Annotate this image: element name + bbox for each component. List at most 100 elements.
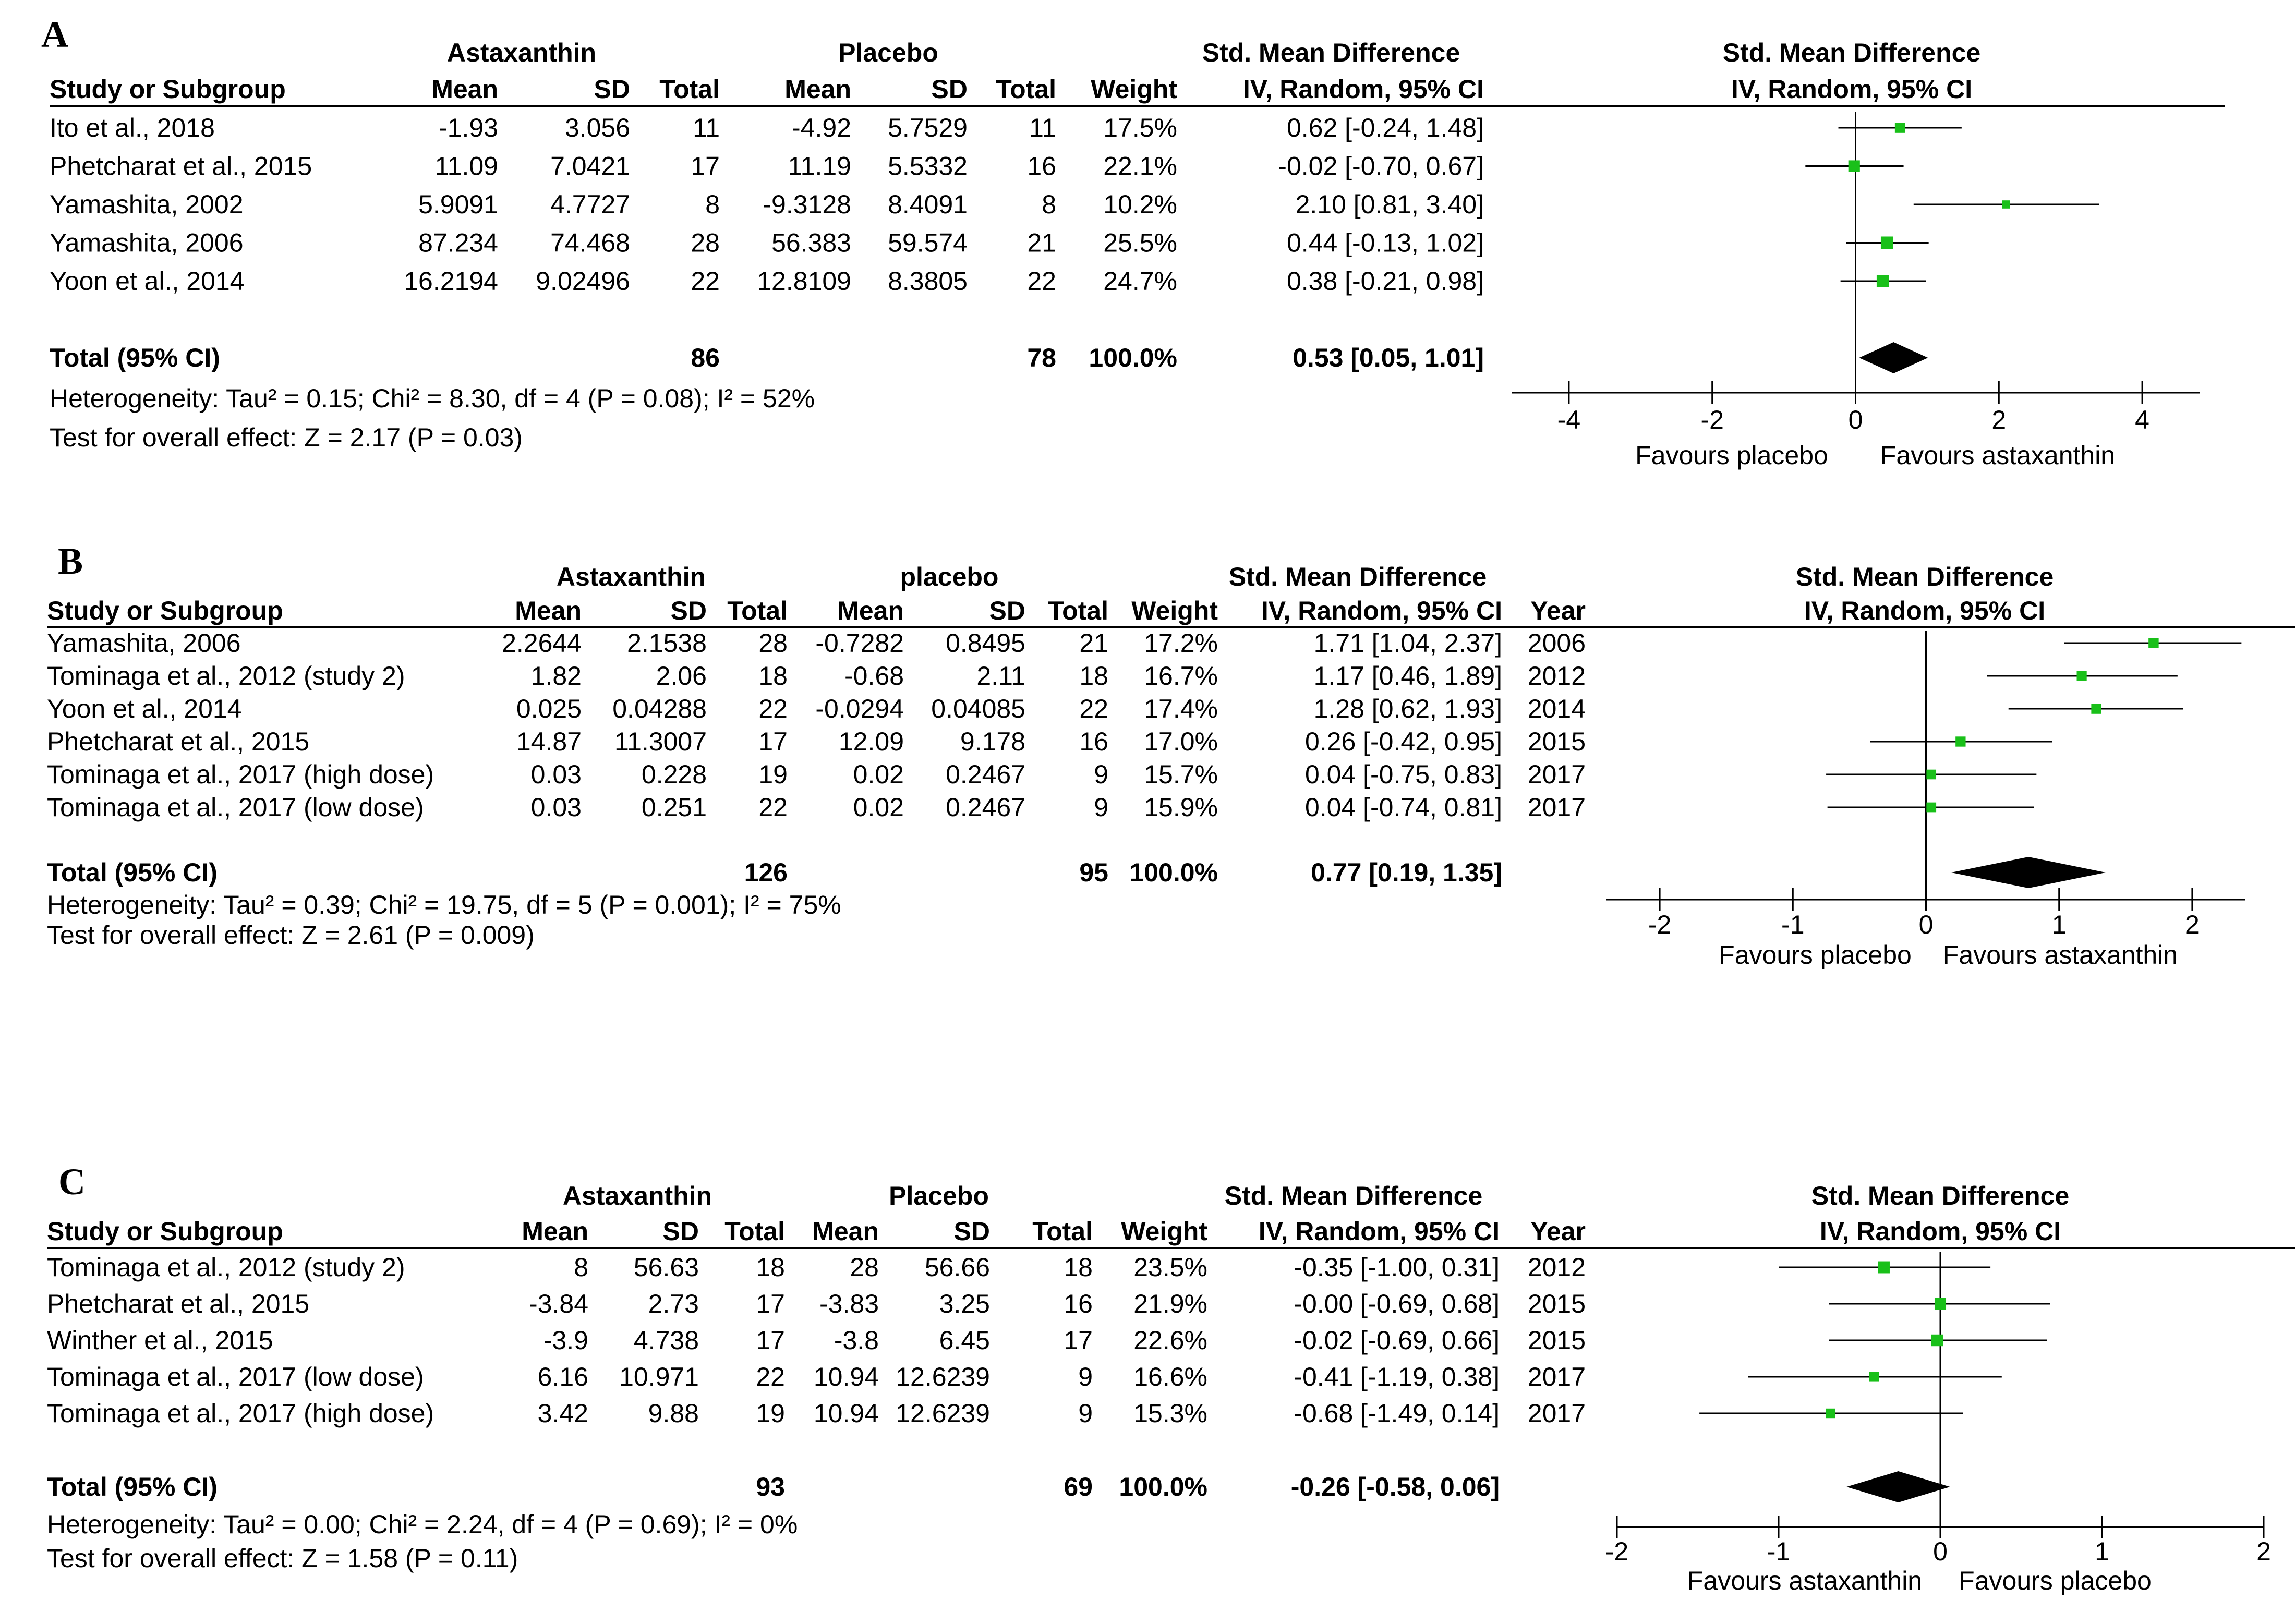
- total-1: 8: [705, 190, 720, 219]
- study-row: Phetcharat et al., 2015 14.87 11.3007 17 12.…: [47, 727, 2052, 756]
- study-row: Tominaga et al., 2017 (low dose) 6.16 10.9…: [47, 1362, 2002, 1391]
- col-sd-2: SD: [932, 75, 968, 104]
- total-weight: 100.0%: [1129, 858, 1218, 887]
- sd-2: 8.3805: [888, 266, 968, 296]
- weight: 16.6%: [1133, 1362, 1207, 1391]
- mean-2: -0.7282: [815, 628, 904, 658]
- total-2: 22: [1027, 266, 1056, 296]
- total-1: 22: [691, 266, 720, 296]
- total-row: Total (95% CI) 126 95 100.0% 0.77 [0.19, 1.3…: [47, 857, 2106, 888]
- total-ci-text: 0.77 [0.19, 1.35]: [1311, 858, 1502, 887]
- mean-1: 0.03: [531, 760, 582, 789]
- total-1: 28: [758, 628, 788, 658]
- total-label: Total (95% CI): [47, 1472, 218, 1501]
- mean-2: -3.8: [834, 1326, 879, 1355]
- x-tick-label: -4: [1557, 405, 1580, 434]
- total-2: 9: [1078, 1362, 1093, 1391]
- mean-2: 0.02: [853, 793, 904, 822]
- effect-marker: [1825, 1408, 1835, 1419]
- total-1: 17: [756, 1289, 785, 1318]
- year: 2014: [1528, 694, 1586, 723]
- total-1: 19: [756, 1399, 785, 1428]
- mean-2: 28: [850, 1253, 879, 1282]
- effect-marker: [1876, 275, 1889, 287]
- total-1: 17: [691, 152, 720, 181]
- total-2: 18: [1064, 1253, 1093, 1282]
- ci-text: 0.44 [-0.13, 1.02]: [1287, 228, 1484, 258]
- sd-2: 12.6239: [896, 1399, 990, 1428]
- col-total-1: Total: [727, 596, 788, 625]
- mean-1: 87.234: [418, 228, 498, 258]
- sd-1: 0.251: [642, 793, 707, 822]
- weight: 21.9%: [1133, 1289, 1207, 1318]
- total-1: 22: [756, 1362, 785, 1391]
- x-tick-label: 1: [2052, 910, 2067, 939]
- summary-diamond: [1859, 342, 1928, 373]
- total-n2: 95: [1079, 858, 1108, 887]
- col-mean-1: Mean: [431, 75, 498, 104]
- study-name: Phetcharat et al., 2015: [47, 1289, 309, 1318]
- weight: 15.9%: [1144, 793, 1218, 822]
- year: 2017: [1528, 760, 1586, 789]
- mean-2: 10.94: [814, 1399, 879, 1428]
- forest-plot-a: A Astaxanthin Placebo Std. Mean Difference S…: [41, 14, 2225, 470]
- effect-marker: [2002, 200, 2010, 209]
- forest-plot-c: C Astaxanthin Placebo Std. Mean Difference S…: [47, 1161, 2295, 1595]
- study-row: Tominaga et al., 2012 (study 2) 1.82 2.06 1…: [47, 661, 2178, 690]
- plot-subheader: IV, Random, 95% CI: [1731, 75, 1972, 104]
- weight: 22.6%: [1133, 1326, 1207, 1355]
- total-n1: 93: [756, 1472, 785, 1501]
- year: 2006: [1528, 628, 1586, 658]
- mean-2: -3.83: [819, 1289, 879, 1318]
- study-row: Yamashita, 2006 87.234 74.468 28 56.383 59.57…: [50, 228, 1929, 258]
- group2-header: Placebo: [889, 1181, 989, 1210]
- favours-left: Favours placebo: [1635, 441, 1828, 470]
- total-2: 11: [1029, 113, 1056, 142]
- study-name: Phetcharat et al., 2015: [50, 152, 312, 181]
- sd-2: 0.04085: [931, 694, 1025, 723]
- panel-label: B: [58, 540, 83, 582]
- effect-marker: [1934, 1298, 1947, 1310]
- ci-text: 1.17 [0.46, 1.89]: [1314, 661, 1502, 690]
- weight: 24.7%: [1103, 266, 1177, 296]
- ci-text: 0.04 [-0.75, 0.83]: [1305, 760, 1502, 789]
- total-label: Total (95% CI): [50, 343, 220, 372]
- col-ci: IV, Random, 95% CI: [1243, 75, 1484, 104]
- col-mean-1: Mean: [522, 1217, 588, 1246]
- overall-effect-text: Test for overall effect: Z = 2.61 (P = 0…: [47, 920, 535, 950]
- total-1: 18: [758, 661, 788, 690]
- sd-1: 0.04288: [612, 694, 707, 723]
- mean-2: 11.19: [788, 152, 851, 181]
- year: 2017: [1528, 1399, 1586, 1428]
- total-2: 16: [1027, 152, 1056, 181]
- overall-effect-text: Test for overall effect: Z = 1.58 (P = 0…: [47, 1544, 518, 1573]
- study-row: Ito et al., 2018 -1.93 3.056 11 -4.92 5.7529 1…: [50, 113, 1962, 142]
- favours-right: Favours astaxanthin: [1880, 441, 2115, 470]
- mean-1: 16.2194: [404, 266, 498, 296]
- col-study: Study or Subgroup: [47, 596, 283, 625]
- total-label: Total (95% CI): [47, 858, 218, 887]
- effect-marker: [1878, 1261, 1890, 1274]
- ci-header: Std. Mean Difference: [1229, 562, 1487, 591]
- mean-2: 12.09: [839, 727, 904, 756]
- panel-label: A: [41, 14, 68, 55]
- col-weight: Weight: [1131, 596, 1218, 625]
- sd-2: 12.6239: [896, 1362, 990, 1391]
- sd-1: 4.7727: [550, 190, 630, 219]
- mean-1: -3.9: [543, 1326, 588, 1355]
- x-tick-label: 1: [2095, 1537, 2109, 1566]
- weight: 17.0%: [1144, 727, 1218, 756]
- weight: 15.3%: [1133, 1399, 1207, 1428]
- total-1: 18: [756, 1253, 785, 1282]
- study-row: Tominaga et al., 2017 (high dose) 0.03 0.2…: [47, 760, 2037, 789]
- effect-marker: [1880, 236, 1893, 249]
- mean-2: -4.92: [792, 113, 851, 142]
- study-row: Tominaga et al., 2017 (low dose) 0.03 0.25…: [47, 793, 2034, 822]
- mean-1: 0.025: [516, 694, 582, 723]
- study-name: Winther et al., 2015: [47, 1326, 273, 1355]
- weight: 15.7%: [1144, 760, 1218, 789]
- panel-label: C: [58, 1161, 86, 1203]
- study-row: Tominaga et al., 2017 (high dose) 3.42 9.8…: [47, 1399, 1963, 1428]
- sd-1: 2.1538: [627, 628, 707, 658]
